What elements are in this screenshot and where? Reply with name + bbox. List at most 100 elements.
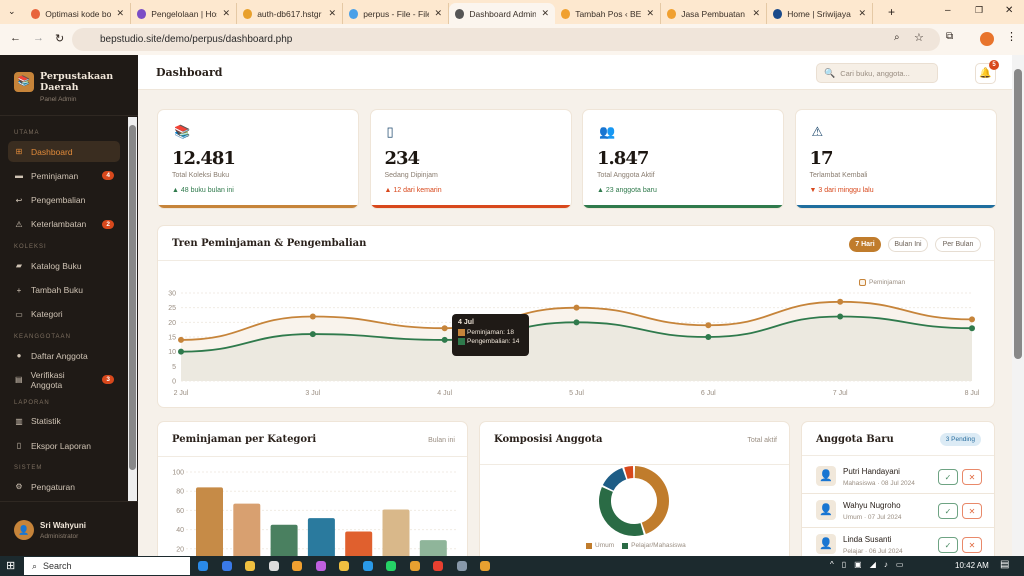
folder-icon: ▰ (15, 261, 23, 271)
sidebar-item-label: Pengembalian (31, 195, 86, 206)
taskbar-search[interactable]: ⌕ Search (24, 557, 190, 575)
filter-per-bulan[interactable]: Per Bulan (935, 237, 981, 252)
taskbar-app-icon[interactable] (315, 561, 326, 571)
restore-button[interactable]: ❐ (975, 5, 984, 15)
profile-avatar[interactable] (980, 32, 994, 46)
taskbar-app-icon[interactable] (456, 561, 467, 571)
tab-close-icon[interactable]: ✕ (752, 8, 760, 18)
taskbar-app-icon[interactable] (268, 561, 279, 571)
browser-tab[interactable]: Tambah Pos ‹ BEP ✕ (555, 3, 661, 24)
member-meta: Umum · 07 Jul 2024 (843, 514, 902, 521)
tab-close-icon[interactable]: ✕ (541, 8, 549, 18)
browser-tab[interactable]: Pengelolaan | Hos ✕ (131, 3, 237, 24)
filter-bulan-ini[interactable]: Bulan Ini (888, 237, 928, 252)
sidebar-item-ekspor-laporan[interactable]: ▯ Ekspor Laporan (8, 435, 120, 456)
extensions-icon[interactable]: ⧉ (946, 31, 954, 42)
sidebar-item-daftar-anggota[interactable]: ● Daftar Anggota (8, 345, 120, 366)
stat-card[interactable]: ▯ 234 Sedang Dipinjam ▲ 12 dari kemarin (369, 109, 572, 209)
taskbar-app-icon[interactable] (433, 561, 443, 571)
menu-icon[interactable]: ⋮ (1006, 31, 1017, 43)
zoom-icon[interactable]: ⌕ (894, 32, 900, 43)
category-chart-card: Peminjaman per Kategori Bulan ini 20 40 60… (157, 421, 468, 556)
page-scrollbar[interactable] (1012, 55, 1024, 556)
system-tray-icons[interactable]: ^▯▣◢♪▭ (830, 560, 912, 569)
sidebar-section-label: LAPORAN (14, 399, 50, 406)
reload-icon[interactable]: ↻ (55, 33, 65, 45)
notification-center-icon[interactable]: ▤ (1000, 559, 1010, 570)
forward-icon[interactable]: → (33, 32, 44, 44)
browser-tab[interactable]: perpus - File - File ✕ (343, 3, 449, 24)
url-input[interactable]: bepstudio.site/demo/perpus/dashboard.php (72, 28, 940, 51)
y-tick-label: 0 (172, 379, 176, 386)
tab-title: Jasa Pembuatan A (681, 8, 748, 19)
sidebar-section-label: KOLEKSI (14, 244, 47, 251)
tab-list-icon[interactable]: ⌄ (8, 6, 16, 16)
browser-tab[interactable]: Home | Sriwijaya C ✕ (767, 3, 873, 24)
sidebar-scrollbar[interactable] (128, 117, 137, 501)
reject-button[interactable]: ✕ (962, 503, 982, 519)
user-avatar[interactable]: 👤 (14, 520, 34, 540)
sidebar-item-katalog-buku[interactable]: ▰ Katalog Buku (8, 255, 120, 276)
browser-tab[interactable]: Jasa Pembuatan A ✕ (661, 3, 767, 24)
sidebar-item-dashboard[interactable]: ⊞ Dashboard (8, 141, 120, 162)
search-input[interactable]: 🔍 Cari buku, anggota... (816, 63, 938, 83)
tab-close-icon[interactable]: ✕ (116, 8, 124, 18)
sidebar-item-verifikasi-anggota[interactable]: ▤ Verifikasi Anggota 3 (8, 369, 120, 390)
sidebar-item-keterlambatan[interactable]: ⚠ Keterlambatan 2 (8, 214, 120, 235)
tab-close-icon[interactable]: ✕ (328, 8, 336, 18)
sidebar-item-kategori[interactable]: ▭ Kategori (8, 304, 120, 325)
filter-7-hari[interactable]: 7 Hari (849, 237, 881, 252)
stat-card[interactable]: 👥 1.847 Total Anggota Aktif ▲ 23 anggota ba… (582, 109, 784, 209)
bar (233, 503, 261, 556)
tab-close-icon[interactable]: ✕ (858, 8, 866, 18)
taskbar-app-icon[interactable] (198, 561, 208, 571)
taskbar-app-icon[interactable] (245, 561, 255, 571)
browser-tab[interactable]: Dashboard Admin ✕ (449, 3, 555, 24)
tab-favicon-icon (349, 8, 359, 19)
sidebar-item-peminjaman[interactable]: ▬ Peminjaman 4 (8, 165, 120, 186)
browser-tab[interactable]: auth-db617.hstgr ✕ (237, 3, 343, 24)
tab-title: Pengelolaan | Hos (151, 8, 218, 19)
approve-button[interactable]: ✓ (938, 537, 958, 553)
taskbar-app-icon[interactable] (409, 561, 420, 571)
tab-close-icon[interactable]: ✕ (222, 8, 230, 18)
reject-button[interactable]: ✕ (962, 469, 982, 485)
taskbar-app-icon[interactable] (362, 561, 373, 571)
stat-card[interactable]: ⚠ 17 Terlambat Kembali ▼ 3 dari minggu lalu (794, 109, 997, 209)
sidebar-item-label: Dashboard (31, 146, 73, 157)
tab-favicon-icon (561, 8, 571, 19)
bookmark-star-icon[interactable]: ☆ (914, 32, 924, 44)
reject-button[interactable]: ✕ (962, 537, 982, 553)
sidebar-item-pengaturan[interactable]: ⚙ Pengaturan (8, 476, 120, 497)
sidebar-item-tambah-buku[interactable]: + Tambah Buku (8, 280, 120, 301)
taskbar-app-icon[interactable] (339, 561, 349, 571)
close-window-button[interactable]: ✕ (1005, 5, 1014, 16)
new-tab-button[interactable]: + (888, 5, 896, 19)
tab-title: auth-db617.hstgr (257, 8, 322, 19)
y-tick-label: 15 (168, 335, 176, 342)
back-icon[interactable]: ← (10, 32, 21, 44)
approve-button[interactable]: ✓ (938, 469, 958, 485)
plus-icon: + (16, 285, 22, 295)
sidebar-item-label: Keterlambatan (31, 219, 87, 230)
tab-close-icon[interactable]: ✕ (646, 8, 654, 18)
taskbar-app-icon[interactable] (386, 561, 396, 571)
taskbar-app-icon[interactable] (480, 561, 490, 571)
sidebar-item-statistik[interactable]: ▥ Statistik (8, 411, 120, 432)
tab-close-icon[interactable]: ✕ (434, 8, 442, 18)
browser-tab[interactable]: Optimasi kode bo ✕ (25, 3, 131, 24)
x-tick-label: 4 Jul (437, 390, 452, 397)
member-row: 👤 Putri Handayani Mahasiswa · 08 Jul 2024 ✓… (802, 460, 994, 494)
stat-card[interactable]: 📚 12.481 Total Koleksi Buku ▲ 48 buku bulan… (157, 109, 359, 209)
minimize-button[interactable]: – (945, 5, 951, 16)
windows-start-icon[interactable]: ⊞ (6, 560, 16, 572)
stat-label: Terlambat Kembali (809, 172, 868, 179)
new-members-card: Anggota Baru 3 Pending 👤 Putri Handayani M… (801, 421, 995, 556)
taskbar-app-icon[interactable] (292, 561, 302, 571)
taskbar-app-icon[interactable] (221, 561, 232, 571)
bar (307, 518, 335, 556)
notification-bell-button[interactable]: 🔔 5 (975, 60, 999, 84)
approve-button[interactable]: ✓ (938, 503, 958, 519)
sidebar-item-pengembalian[interactable]: ↩ Pengembalian (8, 190, 120, 211)
member-name: Linda Susanti (843, 535, 892, 544)
